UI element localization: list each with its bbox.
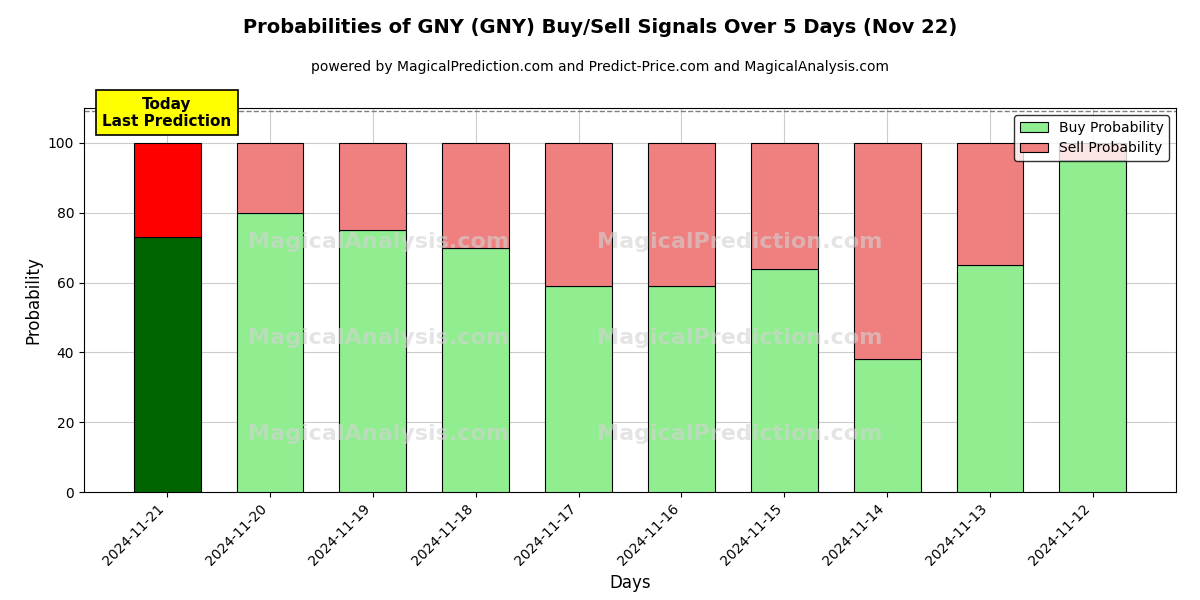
Bar bbox=[1060, 160, 1127, 492]
Bar bbox=[236, 143, 304, 213]
Text: MagicalPrediction.com: MagicalPrediction.com bbox=[596, 328, 882, 349]
Y-axis label: Probability: Probability bbox=[24, 256, 42, 344]
Bar bbox=[545, 286, 612, 492]
Bar bbox=[340, 143, 407, 230]
Text: MagicalPrediction.com: MagicalPrediction.com bbox=[596, 424, 882, 445]
Bar bbox=[853, 143, 920, 359]
Legend: Buy Probability, Sell Probability: Buy Probability, Sell Probability bbox=[1014, 115, 1169, 161]
Bar bbox=[545, 143, 612, 286]
Bar bbox=[853, 359, 920, 492]
Bar bbox=[751, 143, 817, 269]
Bar bbox=[956, 143, 1024, 265]
Text: powered by MagicalPrediction.com and Predict-Price.com and MagicalAnalysis.com: powered by MagicalPrediction.com and Pre… bbox=[311, 60, 889, 74]
Bar bbox=[443, 143, 509, 248]
Text: Probabilities of GNY (GNY) Buy/Sell Signals Over 5 Days (Nov 22): Probabilities of GNY (GNY) Buy/Sell Sign… bbox=[242, 18, 958, 37]
Bar bbox=[133, 237, 200, 492]
Text: MagicalAnalysis.com: MagicalAnalysis.com bbox=[248, 424, 510, 445]
Bar bbox=[133, 143, 200, 237]
Bar bbox=[648, 143, 715, 286]
Bar bbox=[648, 286, 715, 492]
Bar bbox=[956, 265, 1024, 492]
Bar bbox=[236, 213, 304, 492]
Text: MagicalAnalysis.com: MagicalAnalysis.com bbox=[248, 232, 510, 253]
Text: Today
Last Prediction: Today Last Prediction bbox=[102, 97, 232, 129]
Bar bbox=[443, 248, 509, 492]
X-axis label: Days: Days bbox=[610, 574, 650, 592]
Text: MagicalAnalysis.com: MagicalAnalysis.com bbox=[248, 328, 510, 349]
Bar bbox=[340, 230, 407, 492]
Text: MagicalPrediction.com: MagicalPrediction.com bbox=[596, 232, 882, 253]
Bar bbox=[1060, 143, 1127, 160]
Bar bbox=[751, 269, 817, 492]
